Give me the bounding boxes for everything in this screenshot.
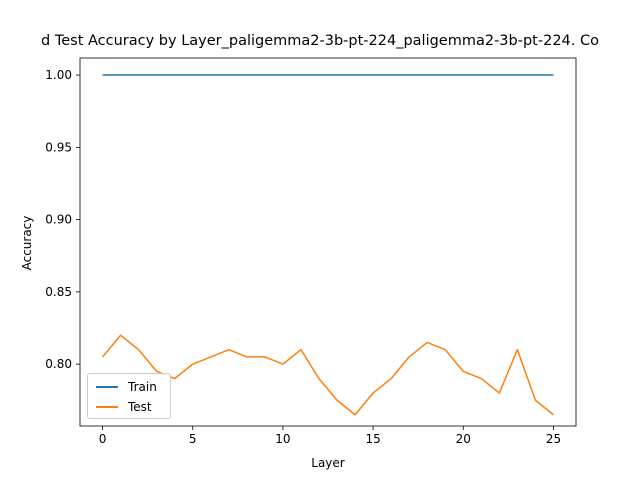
y-tick-label: 1.00 xyxy=(45,68,72,82)
axes-layer: 0 5 10 15 20 25 0.80 0.85 0.90 0.95 1.00 xyxy=(45,57,577,446)
x-tick-label: 25 xyxy=(546,432,561,446)
legend-swatch-train xyxy=(96,386,118,388)
x-tick-label: 0 xyxy=(99,432,107,446)
chart-title: d Test Accuracy by Layer_paligemma2-3b-p… xyxy=(41,33,599,49)
y-tick-label: 0.80 xyxy=(45,357,72,371)
plot-frame xyxy=(79,57,577,427)
x-tick-label: 20 xyxy=(456,432,471,446)
x-axis-label: Layer xyxy=(311,456,345,470)
legend-swatch-test xyxy=(96,406,118,408)
x-tick-label: 15 xyxy=(365,432,380,446)
legend-label-train: Train xyxy=(128,380,157,394)
y-tick-label: 0.85 xyxy=(45,285,72,299)
x-tick-label: 10 xyxy=(275,432,290,446)
legend-item-test: Test xyxy=(96,399,152,415)
legend-label-test: Test xyxy=(128,400,152,414)
series-line-test xyxy=(101,334,554,416)
series-layer xyxy=(101,74,554,416)
y-tick-label: 0.95 xyxy=(45,140,72,154)
x-tick-label: 5 xyxy=(189,432,197,446)
legend: Train Test xyxy=(87,373,171,419)
legend-item-train: Train xyxy=(96,379,157,395)
y-axis-label: Accuracy xyxy=(20,216,34,271)
chart-title-clip: d Test Accuracy by Layer_paligemma2-3b-p… xyxy=(0,33,640,57)
y-tick-label: 0.90 xyxy=(45,213,72,227)
